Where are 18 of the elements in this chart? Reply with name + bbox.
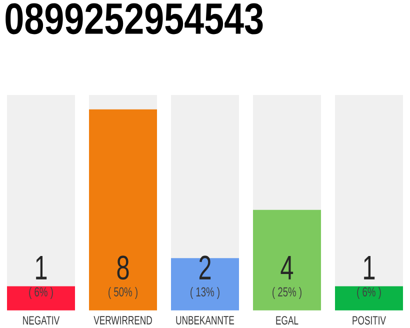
bar: [335, 286, 403, 310]
annotation: 2: [199, 256, 211, 280]
annotation: 1: [364, 256, 375, 280]
x-tick-label: VERWIRREND: [94, 316, 152, 324]
annotation: 1: [36, 256, 47, 280]
data-label: ( 25% ): [272, 286, 302, 300]
data-label: ( 6% ): [29, 286, 53, 300]
data-label: ( 50% ): [108, 286, 138, 300]
x-tick-label: UNBEKANNTE: [176, 316, 234, 324]
x-tick-label: POSITIV: [352, 316, 386, 325]
data-label: ( 6% ): [357, 286, 381, 300]
annotation: 4: [280, 256, 294, 280]
x-tick-label: NEGATIV: [23, 316, 60, 325]
bar: [7, 286, 76, 310]
x-tick-label: EGAL: [276, 316, 298, 325]
annotation: 8: [117, 256, 129, 280]
data-label: ( 13% ): [190, 286, 220, 300]
chart-title: 0899252954543: [6, 3, 263, 34]
